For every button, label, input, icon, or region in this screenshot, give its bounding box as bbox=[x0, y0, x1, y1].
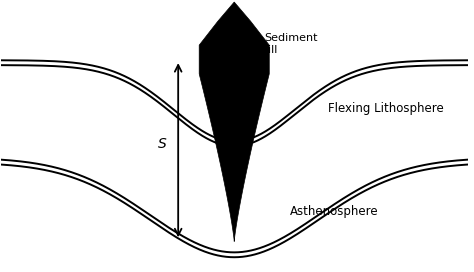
Polygon shape bbox=[199, 2, 269, 242]
Text: Asthenosphere: Asthenosphere bbox=[290, 205, 379, 218]
Text: S: S bbox=[158, 137, 166, 151]
Text: Flexing Lithosphere: Flexing Lithosphere bbox=[328, 103, 443, 115]
Text: Sediment
fill: Sediment fill bbox=[264, 33, 318, 55]
